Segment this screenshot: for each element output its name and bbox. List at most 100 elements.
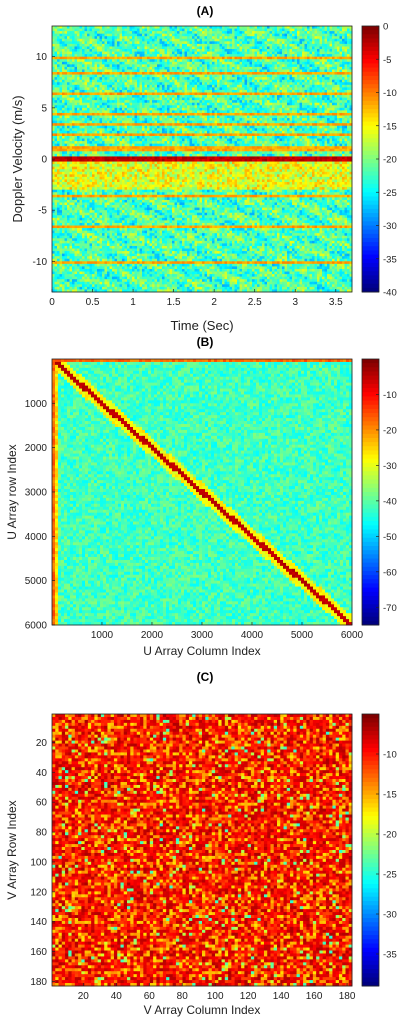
chart-a-cell: [214, 95, 218, 99]
chart-a-cell: [154, 92, 158, 96]
chart-a-cell: [254, 123, 258, 127]
chart-a-cell: [297, 77, 300, 81]
chart-a-cell: [64, 118, 68, 122]
chart-a-cell: [177, 64, 180, 68]
chart-a-cell: [74, 64, 78, 68]
chart-a-cell: [69, 43, 73, 47]
chart-a-cell: [67, 59, 70, 63]
chart-a-cell: [239, 51, 243, 55]
chart-a-cell: [124, 130, 128, 134]
chart-a-cell: [222, 100, 225, 104]
chart-a-cell: [334, 97, 338, 101]
chart-a-cell: [62, 125, 65, 129]
chart-a-cell: [147, 97, 150, 101]
chart-a-cell: [127, 69, 130, 73]
chart-a-cell: [324, 118, 328, 122]
chart-a-cell: [254, 31, 258, 35]
chart-a-cell: [109, 107, 113, 111]
chart-a-cell: [337, 92, 340, 96]
chart-a-cell: [222, 130, 225, 134]
chart-a-cell: [109, 72, 113, 75]
chart-a-cell: [57, 84, 60, 88]
chart-a-cell: [117, 110, 120, 114]
chart-a-cell: [74, 56, 78, 60]
chart-a-cell: [72, 31, 75, 35]
chart-a-cell: [344, 64, 348, 68]
chart-a-cell: [239, 100, 243, 104]
chart-a-cell: [307, 56, 310, 60]
chart-a-cell: [224, 69, 228, 73]
chart-a-cell: [187, 51, 190, 55]
chart-a-cell: [332, 31, 335, 35]
chart-a-cell: [329, 120, 333, 124]
chart-a-cell: [157, 26, 160, 29]
chart-a-cell: [94, 105, 98, 109]
chart-a-cell: [344, 56, 348, 60]
chart-a-cell: [229, 105, 233, 109]
chart-a-cell: [134, 66, 138, 70]
chart-a-cell: [327, 97, 330, 101]
chart-a-cell: [282, 72, 285, 75]
chart-a-cell: [124, 43, 128, 47]
chart-a-cell: [259, 123, 263, 127]
chart-a-cell: [177, 66, 180, 70]
chart-a-cell: [112, 89, 115, 93]
chart-a-cell: [312, 112, 315, 116]
chart-a-cell: [139, 41, 143, 45]
chart-a-cell: [292, 61, 295, 65]
chart-a-cell: [322, 82, 325, 86]
chart-a-cell: [267, 59, 270, 63]
chart-a-cell: [167, 43, 170, 47]
chart-a-cell: [169, 102, 173, 106]
chart-a-cell: [282, 28, 285, 32]
chart-a-cell: [342, 115, 345, 119]
chart-a-cell: [212, 31, 215, 35]
chart-a-cell: [74, 46, 78, 50]
chart-a-cell: [122, 92, 125, 96]
chart-a-cell: [299, 36, 303, 40]
chart-a-cell: [89, 123, 93, 127]
chart-a-cell: [144, 84, 148, 88]
chart-a-cell: [272, 43, 275, 47]
chart-a-cell: [202, 56, 205, 60]
chart-a-cell: [304, 43, 308, 47]
chart-a-cell: [277, 38, 280, 42]
chart-a-cell: [87, 100, 90, 104]
chart-a-cell: [189, 100, 193, 104]
chart-a-cell: [229, 82, 233, 86]
chart-a-cell: [252, 97, 255, 101]
chart-a-cell: [312, 120, 315, 124]
chart-a-cell: [322, 89, 325, 93]
chart-a-cell: [322, 38, 325, 42]
chart-a-cell: [232, 38, 235, 42]
chart-a-cell: [152, 72, 155, 75]
chart-a-cell: [344, 59, 348, 63]
chart-a-cell: [252, 82, 255, 86]
chart-a-cell: [204, 69, 208, 73]
chart-a-cell: [222, 43, 225, 47]
chart-a-cell: [342, 72, 345, 75]
chart-a-cell: [314, 110, 318, 114]
chart-a-cell: [242, 69, 245, 73]
chart-a-cell: [124, 118, 128, 122]
chart-a-cell: [302, 105, 305, 109]
chart-a-cell: [187, 92, 190, 96]
chart-a-cell: [142, 82, 145, 86]
chart-a-cell: [132, 66, 135, 70]
chart-a-cell: [132, 130, 135, 134]
chart-a-cell: [179, 107, 183, 111]
chart-a-cell: [54, 36, 58, 40]
chart-a-cell: [187, 107, 190, 111]
chart-a-cell: [219, 36, 223, 40]
chart-a-cell: [149, 128, 153, 132]
chart-a-cell: [174, 49, 178, 52]
chart-a-cell: [129, 38, 133, 42]
chart-a-cell: [227, 105, 230, 109]
chart-a-cell: [257, 87, 260, 91]
chart-a-cell: [124, 61, 128, 65]
chart-a-cell: [217, 128, 220, 132]
chart-a-cell: [332, 87, 335, 91]
chart-a-cell: [69, 79, 73, 83]
chart-a-cell: [89, 105, 93, 109]
chart-a-cell: [312, 123, 315, 127]
